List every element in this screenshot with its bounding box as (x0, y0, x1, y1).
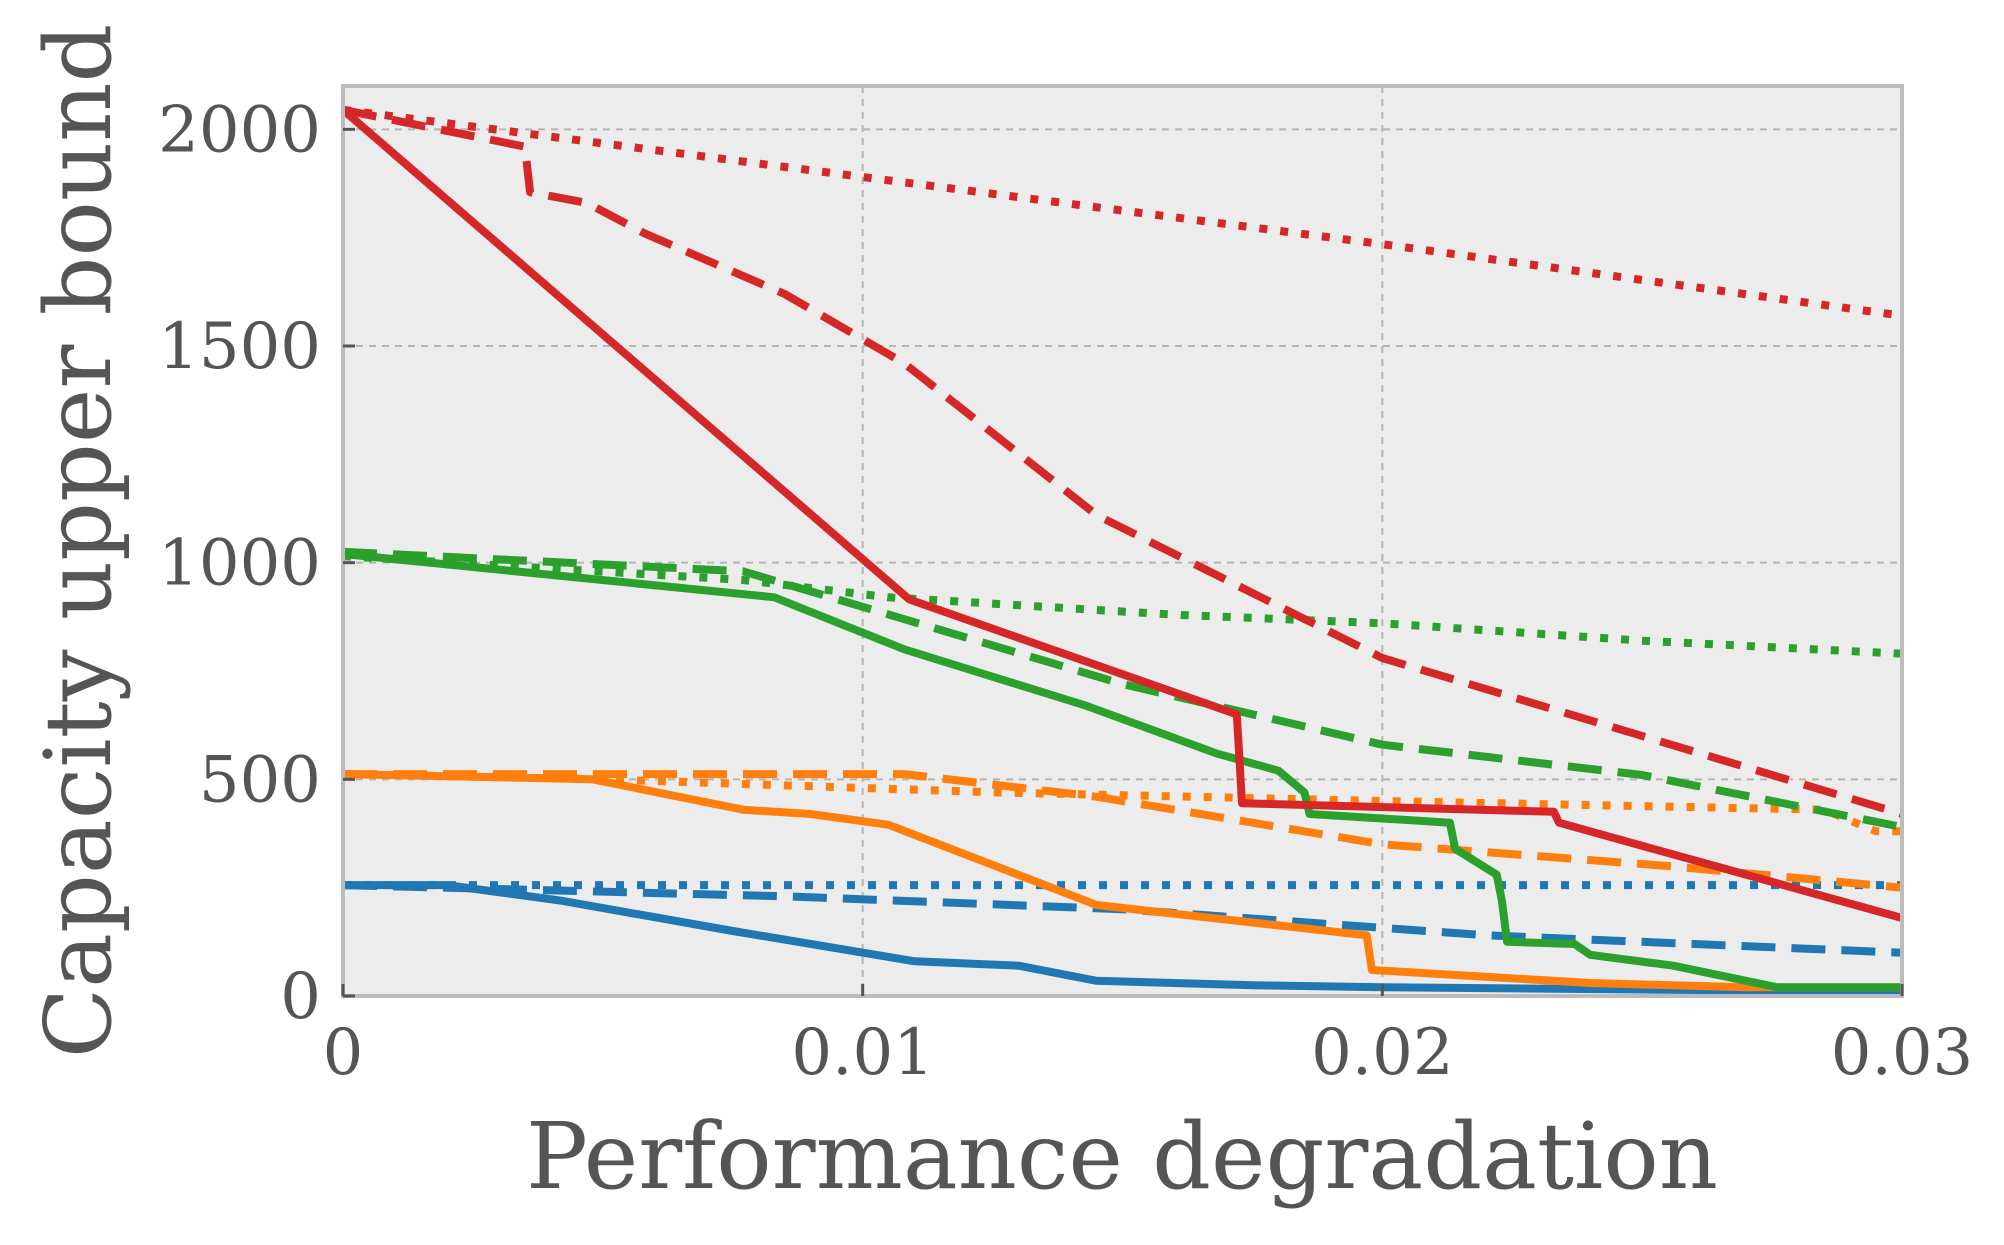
plot-frame (341, 84, 1904, 998)
x-tick-label: 0.02 (1311, 1016, 1454, 1090)
series-line-10-dashed (342, 105, 1904, 818)
y-tick-label: 2000 (158, 93, 321, 167)
series-line-3-solid (342, 770, 1902, 992)
series-line-7-dashed (342, 547, 1903, 831)
x-tick-label: 0 (323, 1016, 364, 1090)
x-axis-label: Performance degradation (526, 1103, 1718, 1210)
y-tick-label: 1000 (158, 527, 321, 601)
series-line-0-solid (343, 881, 1903, 996)
series-line-9-solid (340, 106, 1904, 922)
plot-background (343, 86, 1902, 996)
series-group (340, 105, 1904, 996)
series-line-6-solid (342, 550, 1902, 992)
grid (343, 86, 1902, 996)
series-line-5-dotted (342, 770, 1902, 836)
axis-ticks: 0 0.01 0.02 0.03 0 500 1000 1500 2000 (158, 93, 1973, 1090)
y-tick-label: 1500 (158, 310, 321, 384)
y-tick-label: 500 (199, 743, 321, 817)
series-line-4-dashed (343, 770, 1903, 892)
y-tick-label: 0 (280, 960, 321, 1034)
x-tick-label: 0.01 (791, 1016, 934, 1090)
y-axis-label: Capacity upper bound (25, 24, 132, 1059)
series-line-8-dotted (342, 552, 1903, 658)
x-tick-label: 0.03 (1831, 1016, 1974, 1090)
